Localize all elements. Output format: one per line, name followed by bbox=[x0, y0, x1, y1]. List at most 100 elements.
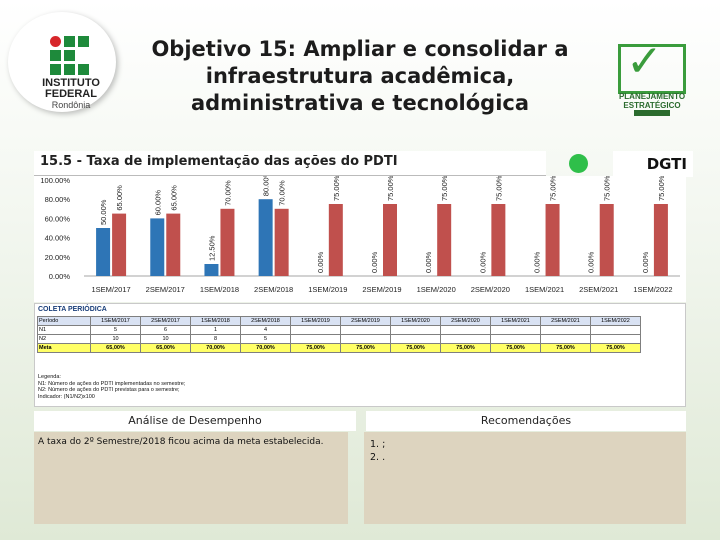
bar-series-2 bbox=[599, 204, 614, 276]
logo-line-3: Rondônia bbox=[51, 100, 91, 110]
bar-series-2 bbox=[653, 204, 668, 276]
y-tick-label: 100.00% bbox=[40, 176, 70, 185]
bar-series-2 bbox=[383, 204, 397, 276]
data-label: 0.00% bbox=[370, 251, 379, 273]
logo-line-1: INSTITUTO bbox=[42, 77, 100, 89]
table-cell: 2SEM/2019 bbox=[340, 316, 391, 326]
table-cell bbox=[490, 325, 541, 335]
recommendation-item: 2. . bbox=[370, 452, 386, 463]
table-cell: 65,00% bbox=[90, 343, 141, 353]
table-cell bbox=[540, 325, 591, 335]
bar-series-2 bbox=[545, 204, 560, 276]
data-label: 0.00% bbox=[316, 251, 325, 273]
table-cell: 75,00% bbox=[340, 343, 391, 353]
data-table: Período 1SEM/2017 2SEM/2017 1SEM/2018 2SEM/2… bbox=[37, 316, 641, 353]
table-cell: 1SEM/2022 bbox=[590, 316, 641, 326]
bar-series-2 bbox=[112, 213, 127, 276]
x-tick-label: 1SEM/2018 bbox=[200, 285, 239, 294]
x-tick-label: 1SEM/2019 bbox=[308, 285, 347, 294]
logo-text: INSTITUTO FEDERAL Rondônia bbox=[26, 78, 116, 111]
table-cell: 1SEM/2020 bbox=[390, 316, 441, 326]
table-cell: N2 bbox=[37, 334, 91, 344]
bar-series-1 bbox=[204, 264, 219, 276]
checkmark-icon: ✓ bbox=[626, 36, 663, 87]
department-label: DGTI bbox=[613, 151, 693, 177]
bar-series-1 bbox=[150, 218, 165, 276]
table-cell bbox=[390, 325, 441, 335]
table-cell: 75,00% bbox=[290, 343, 341, 353]
x-tick-label: 1SEM/2021 bbox=[525, 285, 564, 294]
table-cell bbox=[490, 334, 541, 344]
table-cell: 65,00% bbox=[140, 343, 191, 353]
data-label: 75.00% bbox=[603, 176, 612, 201]
chart-header: 15.5 - Taxa de implementação das ações d… bbox=[34, 151, 546, 176]
data-label: 12.50% bbox=[207, 235, 216, 261]
data-label: 70.00% bbox=[278, 180, 287, 206]
data-label: 0.00% bbox=[424, 251, 433, 273]
table-cell: N1 bbox=[37, 325, 91, 335]
table-cell: 1SEM/2021 bbox=[490, 316, 541, 326]
bar-series-2 bbox=[220, 208, 235, 276]
table-cell: Meta bbox=[37, 343, 91, 353]
institution-logo: INSTITUTO FEDERAL Rondônia bbox=[8, 12, 116, 112]
bar-series-1 bbox=[258, 199, 273, 276]
planning-logo-line-1: PLANEJAMENTO bbox=[618, 92, 686, 101]
bar-series-2 bbox=[274, 208, 289, 276]
data-label: 70.00% bbox=[223, 180, 232, 206]
chart-area bbox=[34, 176, 686, 302]
data-label: 0.00% bbox=[641, 251, 650, 273]
table-legend: Legenda: N1: Número de ações do PDTI imp… bbox=[38, 374, 185, 400]
table-cell: 1SEM/2017 bbox=[90, 316, 141, 326]
table-cell bbox=[290, 334, 341, 344]
bar-series-1 bbox=[96, 228, 111, 276]
table-cell bbox=[440, 334, 491, 344]
table-cell: 75,00% bbox=[490, 343, 541, 353]
y-tick-label: 40.00% bbox=[45, 234, 71, 243]
table-cell: 2SEM/2018 bbox=[240, 316, 291, 326]
table-cell bbox=[540, 334, 591, 344]
bar-series-2 bbox=[437, 204, 452, 276]
planning-logo-text: PLANEJAMENTO ESTRATÉGICO bbox=[612, 92, 692, 110]
y-tick-label: 20.00% bbox=[45, 253, 71, 262]
legend-line-1: N1: Número de ações do PDTI implementada… bbox=[38, 380, 186, 387]
table-cell bbox=[590, 334, 641, 344]
table-cell bbox=[340, 325, 391, 335]
recommendation-item: 1. ; bbox=[370, 439, 386, 450]
table-cell: 4 bbox=[240, 325, 291, 335]
table-cell: 5 bbox=[90, 325, 141, 335]
bar-series-2 bbox=[491, 204, 506, 276]
data-label: 75.00% bbox=[494, 176, 503, 201]
x-tick-label: 2SEM/2018 bbox=[254, 285, 293, 294]
data-label: 0.00% bbox=[478, 251, 487, 273]
table-title: COLETA PERIÓDICA bbox=[38, 306, 107, 313]
table-cell: 6 bbox=[140, 325, 191, 335]
x-tick-label: 2SEM/2021 bbox=[579, 285, 618, 294]
table-cell: 1 bbox=[190, 325, 241, 335]
page-title: Objetivo 15: Ampliar e consolidar a infr… bbox=[151, 37, 569, 115]
recommendations-title: Recomendações bbox=[366, 411, 686, 431]
table-cell: 1SEM/2018 bbox=[190, 316, 241, 326]
bar-chart: 0.00% 20.00% 40.00% 60.00% 80.00% 100.00% 50.0… bbox=[40, 176, 680, 294]
planning-logo: ✓ PLANEJAMENTO ESTRATÉGICO bbox=[612, 40, 692, 116]
analysis-title: Análise de Desempenho bbox=[34, 411, 356, 431]
y-tick-label: 80.00% bbox=[45, 195, 71, 204]
legend-title: Legenda: bbox=[38, 374, 61, 380]
table-row: N2 10 10 8 5 bbox=[37, 334, 641, 344]
table-cell: 75,00% bbox=[540, 343, 591, 353]
table-cell: 75,00% bbox=[440, 343, 491, 353]
logo-line-2: FEDERAL bbox=[45, 88, 97, 100]
table-row: N1 5 6 1 4 bbox=[37, 325, 641, 335]
table-cell: 75,00% bbox=[590, 343, 641, 353]
data-label: 60.00% bbox=[153, 190, 162, 216]
bar-series-2 bbox=[166, 213, 181, 276]
table-cell: 2SEM/2021 bbox=[540, 316, 591, 326]
analysis-text: A taxa do 2º Semestre/2018 ficou acima d… bbox=[38, 437, 324, 447]
table-cell: 10 bbox=[90, 334, 141, 344]
data-table-panel: COLETA PERIÓDICA Período 1SEM/2017 2SEM/20… bbox=[34, 303, 686, 407]
table-header-row: Período 1SEM/2017 2SEM/2017 1SEM/2018 2SEM/2… bbox=[37, 316, 641, 326]
table-cell bbox=[390, 334, 441, 344]
table-row: Meta 65,00% 65,00% 70,00% 70,00% 75,00% 75,00%… bbox=[37, 343, 641, 353]
table-cell: 75,00% bbox=[390, 343, 441, 353]
recommendations-panel: 1. ; 2. . bbox=[364, 432, 686, 524]
table-cell bbox=[440, 325, 491, 335]
